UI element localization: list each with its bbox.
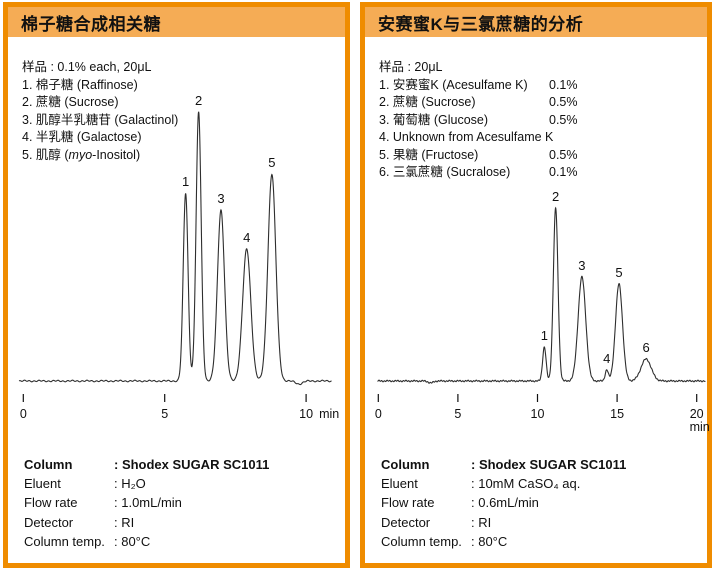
sample-line: 1. 棉子糖 (Raffinose): [22, 77, 138, 92]
sample-line: 4. Unknown from Acesulfame K: [379, 130, 554, 144]
condition-row: Detector: RI: [24, 514, 135, 530]
sample-line: 1. 安赛蜜K (Acesulfame K) 0.1%: [379, 77, 578, 92]
svg-text:0: 0: [20, 407, 27, 421]
condition-row: Eluent: 10mM CaSO₄ aq.: [381, 476, 581, 492]
svg-text:5: 5: [454, 407, 461, 421]
condition-row: Detector: RI: [381, 514, 492, 530]
svg-text:20: 20: [690, 407, 704, 421]
sample-list: 样品 : 0.1% each, 20μL 1. 棉子糖 (Raffinose) …: [22, 59, 337, 164]
sample-line: 3. 葡萄糖 (Glucose) 0.5%: [379, 112, 578, 127]
sample-line: 2. 蔗糖 (Sucrose): [22, 95, 119, 109]
svg-text:4: 4: [603, 351, 610, 366]
conditions-table: Column: Shodex SUGAR SC1011 Eluent: H₂O …: [24, 455, 337, 551]
panel-raffinose: 棉子糖合成相关糖 样品 : 0.1% each, 20μL 1. 棉子糖 (Ra…: [3, 2, 350, 568]
sample-line: 5. 肌醇 (myo-Inositol): [22, 147, 141, 162]
svg-text:3: 3: [217, 191, 224, 206]
panel-title: 安赛蜜K与三氯蔗糖的分析: [378, 14, 584, 34]
sample-line: 6. 三氯蔗糖 (Sucralose) 0.1%: [379, 165, 578, 179]
svg-text:6: 6: [642, 340, 649, 355]
condition-row: Column: Shodex SUGAR SC1011: [24, 457, 270, 472]
svg-text:1: 1: [541, 328, 548, 343]
sample-header: 样品 : 20μL: [379, 60, 443, 74]
sample-line: 2. 蔗糖 (Sucrose) 0.5%: [379, 95, 578, 109]
sample-list: 样品 : 20μL 1. 安赛蜜K (Acesulfame K) 0.1% 2. …: [379, 59, 699, 182]
panel-acesulfame: 安赛蜜K与三氯蔗糖的分析 样品 : 20μL 1. 安赛蜜K (Acesulfa…: [360, 2, 712, 568]
svg-text:2: 2: [195, 93, 202, 108]
svg-text:min: min: [319, 407, 339, 421]
svg-text:5: 5: [615, 265, 622, 280]
sample-pct: 0.1%: [549, 77, 578, 92]
svg-text:2: 2: [552, 189, 559, 204]
sample-header: 样品 : 0.1% each, 20μL: [22, 60, 152, 74]
svg-text:0: 0: [375, 407, 382, 421]
svg-text:5: 5: [161, 407, 168, 421]
condition-row: Column: Shodex SUGAR SC1011: [381, 457, 627, 472]
chromatogram-left: 0 5 10 min 1 2 3 4 5: [18, 93, 339, 421]
svg-text:1: 1: [182, 174, 189, 189]
sample-pct: 0.5%: [549, 147, 578, 162]
panel-title-band: 安赛蜜K与三氯蔗糖的分析: [365, 7, 707, 37]
sample-line: 5. 果糖 (Fructose) 0.5%: [379, 147, 578, 162]
svg-text:10: 10: [299, 407, 313, 421]
sample-pct: 0.5%: [549, 112, 578, 127]
svg-text:15: 15: [610, 407, 624, 421]
sample-line: 4. 半乳糖 (Galactose): [22, 130, 142, 144]
svg-text:10: 10: [531, 407, 545, 421]
panel-title: 棉子糖合成相关糖: [21, 14, 161, 34]
svg-text:5: 5: [268, 155, 275, 170]
condition-row: Flow rate: 1.0mL/min: [24, 495, 182, 511]
condition-row: Column temp.: 80°C: [381, 533, 508, 549]
svg-text:4: 4: [243, 230, 250, 245]
condition-row: Flow rate: 0.6mL/min: [381, 495, 539, 511]
sample-line: 3. 肌醇半乳糖苷 (Galactinol): [22, 112, 179, 127]
condition-row: Eluent: H₂O: [24, 476, 146, 492]
svg-text:min: min: [690, 420, 709, 434]
panel-title-band: 棉子糖合成相关糖: [8, 7, 345, 37]
conditions-table: Column: Shodex SUGAR SC1011 Eluent: 10mM…: [381, 455, 699, 551]
sample-pct: 0.1%: [549, 165, 578, 179]
svg-text:3: 3: [578, 258, 585, 273]
condition-row: Column temp.: 80°C: [24, 533, 151, 549]
sample-pct: 0.5%: [549, 95, 578, 109]
